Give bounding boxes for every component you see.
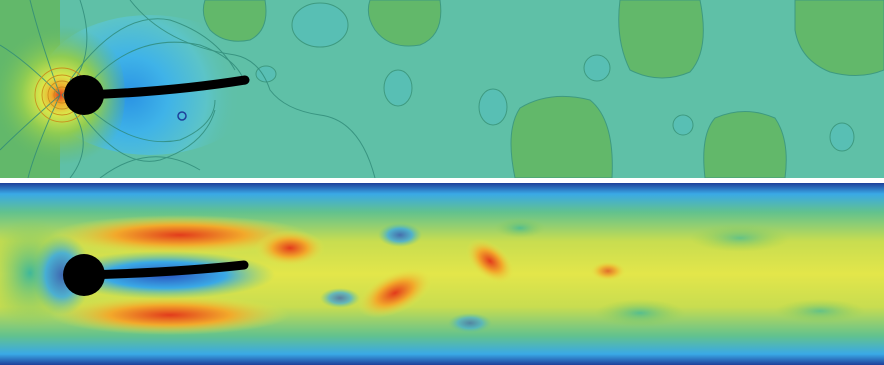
shed-vortex (357, 268, 433, 318)
shed-vortex (465, 238, 515, 284)
pressure-patch (618, 0, 704, 79)
wake-vortex (495, 218, 545, 238)
cylinder (63, 254, 105, 296)
pressure-patch (703, 111, 787, 178)
wake-vortex (320, 288, 360, 308)
pressure-low-core (177, 111, 187, 121)
wake-vortex (448, 313, 492, 333)
wake-vortex (775, 299, 865, 323)
shed-vortex (590, 261, 626, 281)
pressure-patch (202, 0, 267, 42)
wake-vortex (378, 223, 422, 247)
velocity-magnitude-plot (0, 183, 884, 365)
lower-shear-layer (50, 295, 290, 335)
pressure-blob (829, 122, 855, 152)
pressure-stagnation-region (0, 5, 125, 178)
pressure-contour-lines (0, 0, 376, 178)
cylinder (64, 75, 104, 115)
pressure-blob (383, 69, 413, 107)
velocity-magnitude-panel (0, 183, 884, 365)
wake-vortex (595, 299, 685, 327)
pressure-blob (478, 88, 508, 126)
pressure-vortex-blobs (255, 2, 855, 152)
pressure-blob (291, 2, 349, 48)
pressure-blob (672, 114, 694, 136)
pressure-patch (367, 0, 442, 47)
stagnation-region (32, 235, 92, 315)
pressure-patch (794, 0, 884, 76)
wake-vortex (690, 224, 790, 252)
shear-layer-tip (255, 230, 325, 266)
pressure-blob (583, 54, 611, 82)
pressure-contour-panel (0, 0, 884, 178)
pressure-patch (510, 95, 613, 178)
pressure-patches (202, 0, 884, 178)
pressure-contour-plot (0, 0, 884, 178)
upper-shear-layer (50, 215, 310, 255)
pressure-blob (255, 65, 277, 83)
